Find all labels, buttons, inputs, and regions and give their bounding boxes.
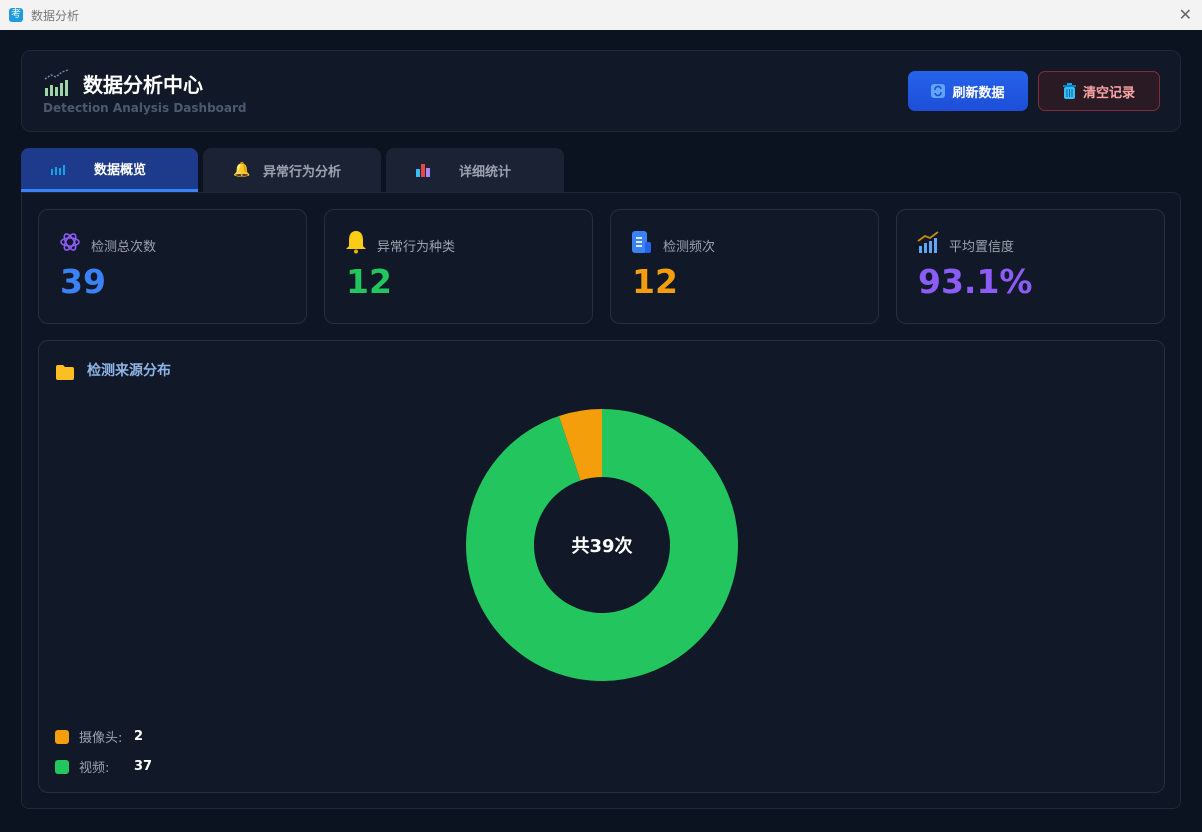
window-titlebar: 考 数据分析 ✕	[0, 0, 1202, 30]
bell-icon: 🔔	[233, 162, 251, 178]
tab-label: 详细统计	[459, 164, 512, 180]
chart-icon	[51, 164, 65, 175]
legend-label: 视频:	[79, 761, 110, 776]
stat-label: 检测频次	[663, 240, 716, 255]
stat-card-total: 检测总次数 39	[38, 209, 307, 324]
page-subtitle: Detection Analysis Dashboard	[43, 101, 247, 115]
donut-chart: 共39次	[466, 409, 739, 681]
header: 数据分析中心 Detection Analysis Dashboard 刷新数据…	[21, 50, 1181, 132]
legend-value: 37	[134, 759, 153, 774]
tab-bar: 数据概览 🔔 异常行为分析 详细统计	[21, 148, 564, 192]
stat-value: 12	[632, 262, 678, 301]
stat-label: 异常行为种类	[377, 240, 456, 255]
legend-swatch	[55, 759, 69, 774]
donut-slice-camera	[558, 409, 602, 481]
stat-label: 检测总次数	[91, 240, 157, 255]
stat-card-anomaly-types: 异常行为种类 12	[324, 209, 593, 324]
tab-details[interactable]: 详细统计	[386, 148, 564, 192]
chart-icon	[917, 231, 939, 253]
stat-card-frequency: 检测频次 12	[610, 209, 879, 324]
tab-label: 数据概览	[94, 163, 147, 178]
refresh-icon	[931, 84, 946, 98]
stat-label: 平均置信度	[949, 240, 1015, 255]
legend-value: 2	[134, 729, 144, 744]
chart-title: 检测来源分布	[87, 363, 171, 379]
legend-swatch	[55, 729, 69, 744]
bar-chart-icon	[416, 163, 430, 177]
legend-item: 视频: 37	[55, 757, 152, 776]
stat-value: 93.1%	[918, 262, 1033, 301]
donut-slice-video	[466, 409, 739, 681]
app-icon: 考	[9, 8, 23, 22]
clear-label: 清空记录	[1082, 85, 1135, 101]
trash-icon	[1062, 83, 1076, 99]
stat-value: 39	[60, 262, 106, 301]
chart-icon	[44, 69, 69, 96]
bell-icon	[346, 231, 366, 254]
tab-overview[interactable]: 数据概览	[21, 148, 198, 192]
document-icon	[632, 231, 651, 253]
source-distribution-chart: 检测来源分布 共39次 摄像头: 2 视频: 37	[38, 340, 1165, 793]
overview-panel: 检测总次数 39 异常行为种类 12 检测频次 12 平均置信度 93.1% 检…	[21, 192, 1181, 809]
donut-center-label: 共39次	[571, 535, 632, 557]
atom-icon	[60, 233, 80, 251]
stat-value: 12	[346, 262, 392, 301]
clear-button[interactable]: 清空记录	[1038, 71, 1160, 111]
window-title: 数据分析	[31, 8, 80, 23]
tab-anomaly[interactable]: 🔔 异常行为分析	[203, 148, 381, 192]
legend-item: 摄像头: 2	[55, 727, 143, 746]
folder-icon	[56, 365, 74, 380]
legend-label: 摄像头:	[79, 731, 123, 746]
stat-card-confidence: 平均置信度 93.1%	[896, 209, 1165, 324]
refresh-label: 刷新数据	[952, 85, 1005, 101]
tab-label: 异常行为分析	[263, 164, 342, 180]
refresh-button[interactable]: 刷新数据	[908, 71, 1028, 111]
page-title: 数据分析中心	[83, 73, 203, 97]
close-button[interactable]: ✕	[1178, 5, 1192, 24]
